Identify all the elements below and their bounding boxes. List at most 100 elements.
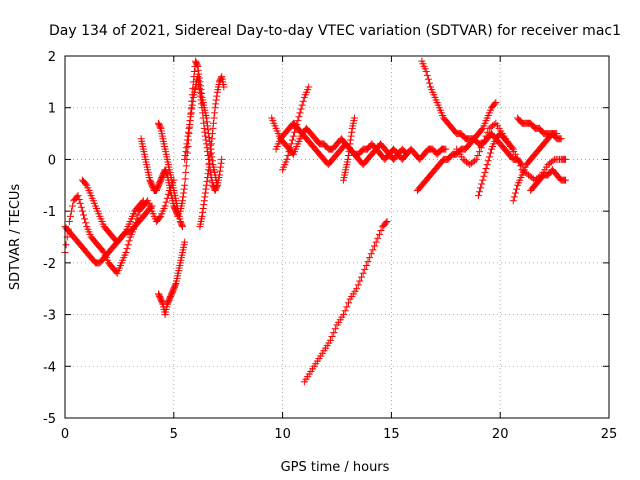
data-point — [208, 130, 216, 138]
data-point — [375, 230, 383, 238]
data-point — [472, 155, 480, 163]
data-point — [121, 229, 129, 237]
data-point — [511, 189, 519, 197]
data-point — [207, 140, 215, 148]
data-point — [482, 132, 490, 140]
data-point — [197, 96, 205, 104]
data-point — [207, 145, 215, 153]
data-point — [486, 149, 494, 157]
data-point — [402, 149, 410, 157]
data-point — [194, 62, 202, 70]
data-point — [482, 164, 490, 172]
data-point — [188, 105, 196, 113]
data-point — [424, 75, 432, 83]
data-point — [184, 132, 192, 140]
data-point — [479, 140, 487, 148]
data-point — [508, 144, 516, 152]
data-point — [346, 140, 354, 148]
x-tick-label: 15 — [383, 427, 400, 442]
data-point — [208, 135, 216, 143]
data-point — [196, 92, 204, 100]
y-axis-label: SDTVAR / TECUs — [8, 184, 23, 291]
y-tick-label: -2 — [43, 257, 56, 272]
data-point — [99, 247, 107, 255]
data-point — [79, 211, 87, 219]
data-point — [217, 163, 225, 171]
data-point — [209, 124, 217, 132]
series-track-f — [155, 238, 189, 319]
data-point — [362, 261, 370, 269]
data-point — [480, 136, 488, 144]
data-point — [65, 217, 73, 225]
data-point — [162, 198, 170, 206]
data-point — [200, 197, 208, 205]
data-point — [364, 258, 372, 266]
data-point — [422, 68, 430, 76]
data-point — [346, 144, 354, 152]
data-point — [478, 180, 486, 188]
data-point — [218, 155, 226, 163]
data-point — [171, 281, 179, 289]
data-point — [374, 234, 382, 242]
data-point — [343, 303, 351, 311]
data-point — [217, 74, 225, 82]
data-point — [474, 152, 482, 160]
data-point — [403, 150, 411, 158]
data-point — [124, 241, 132, 249]
data-point — [295, 113, 303, 121]
data-point — [81, 215, 89, 223]
data-point — [125, 237, 133, 245]
data-point — [187, 109, 195, 117]
series-track-c — [78, 176, 147, 246]
data-point — [62, 241, 70, 249]
data-point — [476, 188, 484, 196]
data-point — [361, 265, 369, 273]
data-point — [199, 208, 207, 216]
data-point — [292, 124, 300, 132]
series-track-a — [61, 176, 178, 277]
data-point — [205, 161, 213, 169]
data-point — [199, 205, 207, 213]
data-point — [481, 168, 489, 176]
data-point — [181, 181, 189, 189]
x-tick-label: 0 — [61, 427, 69, 442]
data-point — [139, 197, 147, 205]
data-point — [202, 136, 210, 144]
data-point — [77, 203, 85, 211]
data-point — [366, 254, 374, 262]
series-track-e — [155, 119, 187, 231]
data-point — [356, 277, 364, 285]
data-point — [201, 128, 209, 136]
data-point — [213, 92, 221, 100]
data-point — [492, 99, 500, 107]
series-track-j — [268, 114, 450, 163]
data-point — [483, 161, 491, 169]
data-point — [195, 80, 203, 88]
data-point — [471, 157, 479, 165]
data-point — [557, 135, 565, 143]
plot-frame — [64, 55, 610, 419]
data-point — [371, 242, 379, 250]
data-point — [477, 184, 485, 192]
data-point — [184, 128, 192, 136]
data-point — [76, 199, 84, 207]
data-point — [297, 105, 305, 113]
data-point — [179, 193, 187, 201]
data-point — [163, 170, 171, 178]
data-point — [549, 157, 557, 165]
data-point — [200, 119, 208, 127]
data-point — [156, 123, 164, 131]
data-point — [188, 101, 196, 109]
grid-lines — [65, 56, 609, 418]
data-point — [287, 140, 295, 148]
data-point — [200, 124, 208, 132]
y-tick-label: 1 — [48, 102, 56, 117]
data-point — [198, 212, 206, 220]
data-point — [195, 84, 203, 92]
data-points — [61, 57, 569, 386]
data-point — [199, 114, 207, 122]
data-point — [179, 223, 187, 231]
data-point — [516, 162, 524, 170]
data-point — [513, 185, 521, 193]
data-point — [182, 168, 190, 176]
